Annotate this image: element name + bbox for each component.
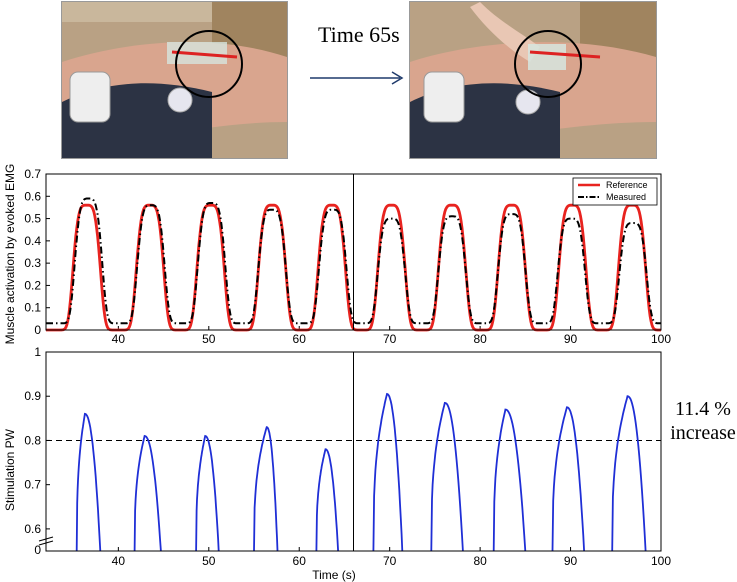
pw-burst — [492, 408, 527, 552]
emg-legend: Reference Measured — [572, 177, 658, 206]
pw-chart: 40 50 60 70 80 90 100 0.6 0.7 0.8 0.9 1 0 Stimulatio… — [3, 345, 671, 582]
measured-line — [46, 197, 661, 325]
emg-xtick-label: 90 — [564, 332, 578, 346]
pw-burst — [133, 434, 162, 552]
emg-ytick-label: 0.7 — [24, 167, 41, 181]
pw-xtick-label: 60 — [293, 554, 307, 568]
emg-ytick-label: 0.1 — [24, 301, 41, 315]
pw-series — [75, 392, 647, 552]
pw-burst — [195, 434, 220, 552]
emg-ytick-label: 0.4 — [24, 234, 41, 248]
emg-xtick-label: 80 — [473, 332, 487, 346]
pw-burst — [75, 412, 102, 552]
emg-ytick-label: 0.2 — [24, 278, 41, 292]
emg-xtick-label: 40 — [112, 332, 126, 346]
pw-ylabel: Stimulation PW — [3, 428, 17, 511]
pw-ytick-label: 1 — [34, 345, 41, 359]
pw-burst — [611, 395, 647, 552]
emg-axis-ticks: 40 50 60 70 80 90 100 0 0.1 0.2 0.3 0.4 0.5 0.6 0.7 — [24, 167, 671, 346]
pw-burst — [372, 392, 404, 552]
pw-burst — [430, 401, 464, 552]
emg-xtick-label: 100 — [651, 332, 671, 346]
pw-xtick-label: 80 — [473, 554, 487, 568]
pw-axis-ticks: 40 50 60 70 80 90 100 0.6 0.7 0.8 0.9 1 0 — [24, 345, 671, 568]
emg-ytick-label: 0.3 — [24, 256, 41, 270]
pw-xlabel: Time (s) — [312, 568, 356, 582]
annotation-word: increase — [670, 422, 736, 444]
pw-xtick-label: 50 — [202, 554, 216, 568]
pw-xtick-label: 90 — [564, 554, 578, 568]
emg-chart: 40 50 60 70 80 90 100 0 0.1 0.2 0.3 0.4 0.5 0.6 0.7 Re… — [3, 164, 671, 346]
legend-measured-label: Measured — [606, 192, 646, 202]
emg-ylabel: Muscle activation by evoked EMG — [3, 164, 17, 345]
pw-xtick-label: 40 — [112, 554, 126, 568]
emg-xtick-label: 60 — [293, 332, 307, 346]
emg-xtick-label: 50 — [202, 332, 216, 346]
photo-after-electrode — [409, 1, 657, 159]
legend-reference-label: Reference — [606, 180, 648, 190]
photo-before-electrode — [61, 1, 288, 159]
increase-annotation: 11.4 % increase — [668, 397, 737, 445]
pw-burst — [253, 426, 279, 552]
pw-xtick-label: 100 — [651, 554, 671, 568]
emg-ytick-label: 0.6 — [24, 189, 41, 203]
pw-ytick-label: 0.9 — [24, 389, 41, 403]
pw-xtick-label: 70 — [383, 554, 397, 568]
arrow-right-icon — [310, 71, 404, 85]
pw-burst — [315, 448, 339, 552]
pw-origin-label: 0 — [34, 543, 41, 557]
axis-break-icon — [38, 536, 54, 546]
pw-ytick-label: 0.6 — [24, 522, 41, 536]
annotation-percent: 11.4 % — [675, 398, 731, 420]
pw-ytick-label: 0.8 — [24, 433, 41, 447]
emg-ytick-label: 0 — [34, 323, 41, 337]
emg-xtick-label: 70 — [383, 332, 397, 346]
pw-ytick-label: 0.7 — [24, 478, 41, 492]
pw-burst — [551, 406, 585, 552]
time-label: Time 65s — [318, 22, 400, 47]
emg-ytick-label: 0.5 — [24, 212, 41, 226]
